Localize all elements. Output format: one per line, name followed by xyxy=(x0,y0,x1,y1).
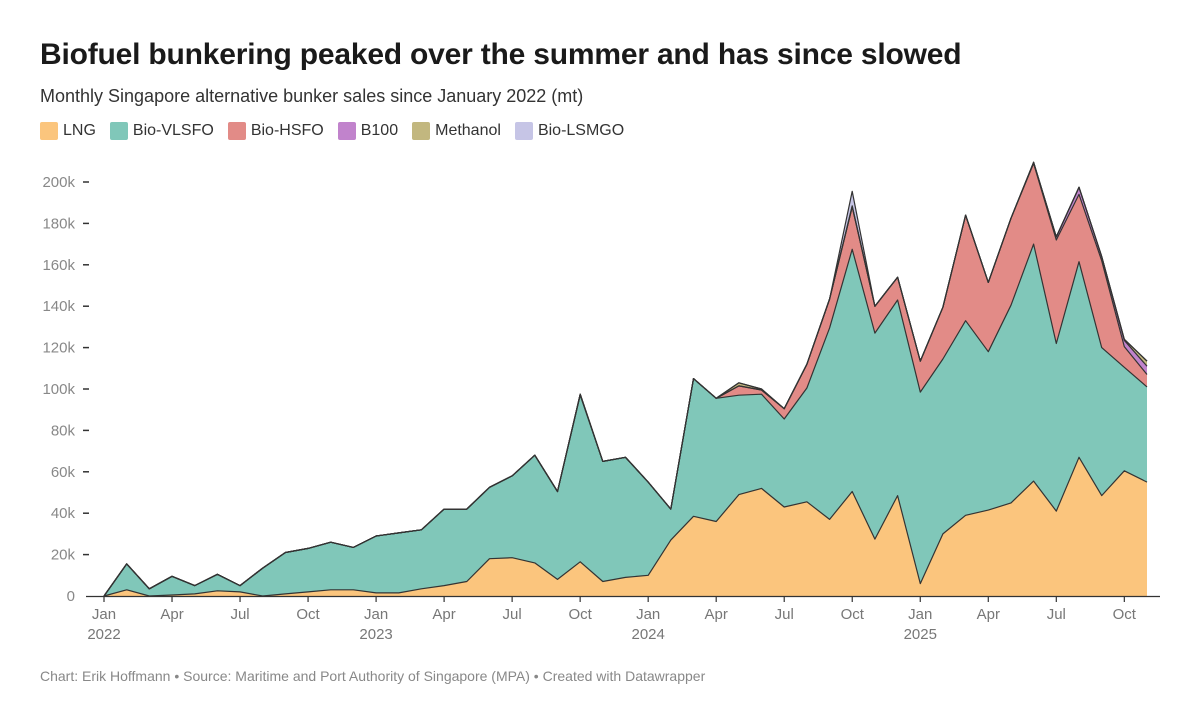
x-tick-label: Jul xyxy=(1047,606,1066,623)
chart-subtitle: Monthly Singapore alternative bunker sal… xyxy=(40,86,584,106)
y-tick-label: 120k xyxy=(42,340,75,357)
line-lng xyxy=(103,456,1148,597)
x-tick-label: Oct xyxy=(1113,606,1137,623)
x-tick-label: Jul xyxy=(775,606,794,623)
y-tick-label: 140k xyxy=(42,298,75,315)
x-tick-year-label: 2024 xyxy=(631,626,664,643)
chart-title: Biofuel bunkering peaked over the summer… xyxy=(40,38,962,71)
area-lng xyxy=(104,457,1147,596)
legend-label: Bio-VLSFO xyxy=(132,122,214,139)
x-axis: Jan 2022 Apr Jul Oct Jan 2023 Apr Jul Oct Jan 2024 A… xyxy=(86,595,1160,643)
legend-item-lng: LNG xyxy=(40,122,96,140)
legend-item-bio-lsmgo: Bio-LSMGO xyxy=(514,122,625,140)
legend-item-methanol: Methanol xyxy=(412,122,501,140)
x-tick-label: Jan xyxy=(908,606,932,623)
x-tick-label: Jan xyxy=(636,606,660,623)
y-tick-label: 40k xyxy=(51,505,76,522)
legend-swatch xyxy=(227,122,246,140)
y-tick-label: 160k xyxy=(42,257,75,274)
x-tick-label: Jan xyxy=(364,606,388,623)
y-tick-label: 0 xyxy=(67,588,75,605)
chart-area-outlines xyxy=(103,161,1148,597)
x-tick-year-label: 2025 xyxy=(904,626,937,643)
x-tick-label: Apr xyxy=(977,606,1000,623)
chart-footer: Chart: Erik Hoffmann • Source: Maritime … xyxy=(40,668,706,684)
x-tick-label: Apr xyxy=(160,606,183,623)
y-tick-label: 20k xyxy=(51,547,76,564)
y-tick-label: 60k xyxy=(51,464,76,481)
area-bio-vlsfo xyxy=(104,244,1147,596)
line-bio-lsmgo xyxy=(103,161,1148,597)
area-bio-hsfo xyxy=(104,163,1147,596)
legend-swatch xyxy=(40,122,58,140)
x-tick-label: Oct xyxy=(296,606,320,623)
legend-label: Methanol xyxy=(435,122,501,139)
y-tick-label: 80k xyxy=(51,422,76,439)
x-tick-year-label: 2023 xyxy=(359,626,392,643)
y-tick-label: 100k xyxy=(42,381,75,398)
legend-swatch xyxy=(514,122,533,140)
x-tick-label: Apr xyxy=(705,606,728,623)
legend-item-bio-vlsfo: Bio-VLSFO xyxy=(109,122,214,140)
legend-label: Bio-LSMGO xyxy=(537,122,625,139)
x-tick-year-label: 2022 xyxy=(87,626,120,643)
legend-item-bio-hsfo: Bio-HSFO xyxy=(227,122,324,140)
x-tick-label: Oct xyxy=(568,606,592,623)
chart-areas xyxy=(104,162,1147,597)
legend-swatch xyxy=(337,122,356,140)
legend-label: Bio-HSFO xyxy=(250,122,324,139)
x-tick-label: Jul xyxy=(230,606,249,623)
y-tick-label: 200k xyxy=(42,174,75,191)
x-tick-label: Apr xyxy=(432,606,455,623)
y-tick-label: 180k xyxy=(42,215,75,232)
legend-label: LNG xyxy=(63,122,96,139)
legend-label: B100 xyxy=(360,122,399,139)
legend-swatch xyxy=(412,122,431,140)
x-tick-label: Jan xyxy=(92,606,116,623)
legend-item-b100: B100 xyxy=(337,122,399,140)
legend-swatch xyxy=(109,122,128,140)
x-tick-label: Oct xyxy=(841,606,865,623)
x-tick-label: Jul xyxy=(503,606,522,623)
chart-legend: LNG Bio-VLSFO Bio-HSFO B100 Methanol Bio… xyxy=(40,122,638,140)
y-axis: 0 20k 40k 60k 80k 100k 120k 140k 160k 180k 200k xyxy=(42,174,89,605)
